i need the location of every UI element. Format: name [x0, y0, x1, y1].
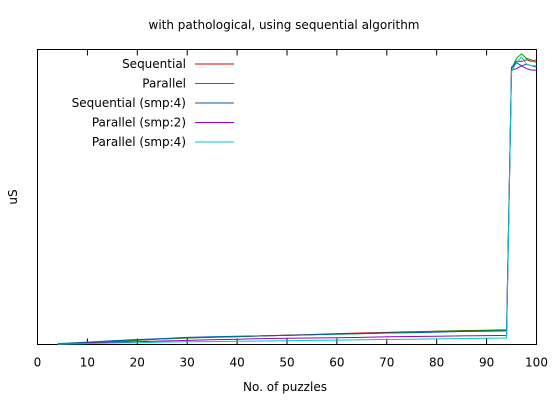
x-tick-label: 30 — [180, 356, 195, 370]
legend-label: Sequential — [122, 57, 186, 71]
x-tick-label: 50 — [279, 356, 294, 370]
x-axis: 0 10 20 30 40 50 60 70 80 90 100 — [34, 49, 548, 370]
series-lines — [57, 53, 537, 345]
x-tick-label: 20 — [130, 356, 145, 370]
legend-label: Parallel (smp:4) — [92, 135, 186, 149]
x-tick-label: 80 — [429, 356, 444, 370]
x-tick-label: 40 — [229, 356, 244, 370]
legend-label: Sequential (smp:4) — [72, 96, 186, 110]
x-tick-label: 10 — [80, 356, 95, 370]
legend-label: Parallel — [142, 77, 186, 91]
plot-area — [37, 49, 537, 345]
x-tick-label: 90 — [479, 356, 494, 370]
y-axis-label: uS — [6, 189, 20, 204]
series-line — [57, 56, 537, 345]
chart-title: with pathological, using sequential algo… — [149, 18, 420, 32]
legend: Sequential Parallel Sequential (smp:4) Para… — [72, 57, 234, 149]
legend-label: Parallel (smp:2) — [92, 116, 186, 130]
x-tick-label: 60 — [329, 356, 344, 370]
x-axis-label: No. of puzzles — [243, 380, 327, 394]
x-tick-label: 0 — [34, 356, 42, 370]
x-tick-label: 70 — [379, 356, 394, 370]
x-tick-label: 100 — [525, 356, 548, 370]
series-line — [57, 65, 537, 345]
